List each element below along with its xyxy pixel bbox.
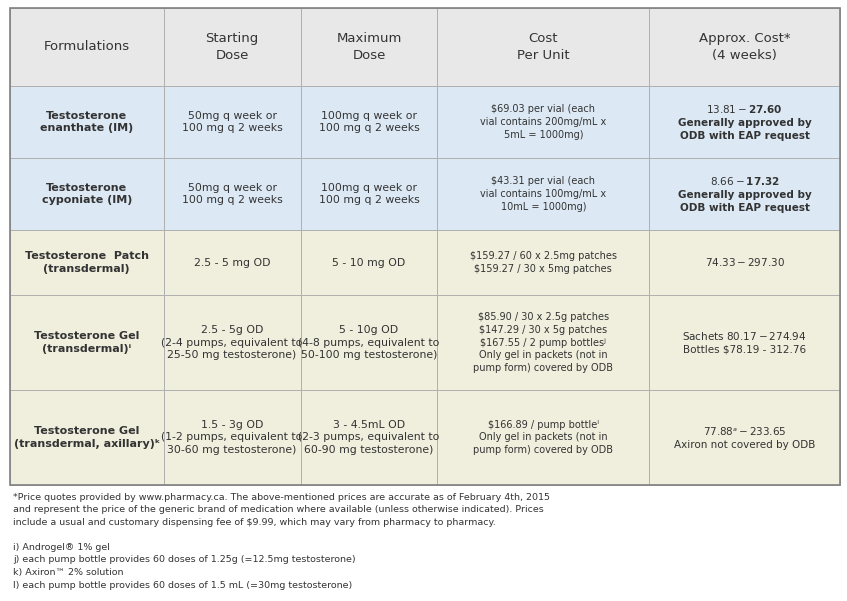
Text: 100mg q week or
100 mg q 2 weeks: 100mg q week or 100 mg q 2 weeks: [318, 183, 419, 206]
Text: 5 - 10 mg OD: 5 - 10 mg OD: [332, 257, 406, 267]
Bar: [649, 230, 840, 295]
Bar: [163, 86, 301, 158]
Bar: [163, 8, 301, 86]
Text: Testosterone
enanthate (IM): Testosterone enanthate (IM): [40, 111, 133, 133]
Text: $159.27 / 60 x 2.5mg patches
$159.27 / 30 x 5mg patches: $159.27 / 60 x 2.5mg patches $159.27 / 3…: [470, 251, 617, 274]
Text: $69.03 per vial (each
vial contains 200mg/mL x
5mL = 1000mg): $69.03 per vial (each vial contains 200m…: [480, 104, 606, 140]
Bar: [437, 390, 649, 485]
Text: 2.5 - 5g OD
(2-4 pumps, equivalent to
25-50 mg testosterone): 2.5 - 5g OD (2-4 pumps, equivalent to 25…: [161, 325, 302, 361]
Bar: [649, 8, 840, 86]
Bar: [10, 295, 163, 390]
Bar: [163, 390, 301, 485]
Bar: [301, 86, 437, 158]
Text: Testosterone
cyponiate (IM): Testosterone cyponiate (IM): [42, 183, 132, 206]
Text: $77.88ᵃ - $233.65
Axiron not covered by ODB: $77.88ᵃ - $233.65 Axiron not covered by …: [674, 425, 815, 450]
Text: $43.31 per vial (each
vial contains 100mg/mL x
10mL = 1000mg): $43.31 per vial (each vial contains 100m…: [480, 176, 606, 212]
Text: 1.5 - 3g OD
(1-2 pumps, equivalent to
30-60 mg testosterone): 1.5 - 3g OD (1-2 pumps, equivalent to 30…: [161, 419, 302, 456]
Bar: [437, 295, 649, 390]
Bar: [301, 230, 437, 295]
Bar: [10, 390, 163, 485]
Text: $13.81 - $27.60
Generally approved by
ODB with EAP request: $13.81 - $27.60 Generally approved by OD…: [678, 103, 811, 141]
Text: Testosterone Gel
(transdermal)ⁱ: Testosterone Gel (transdermal)ⁱ: [34, 331, 140, 354]
Bar: [301, 8, 437, 86]
Bar: [301, 158, 437, 230]
Bar: [10, 86, 163, 158]
Text: 3 - 4.5mL OD
(2-3 pumps, equivalent to
60-90 mg testosterone): 3 - 4.5mL OD (2-3 pumps, equivalent to 6…: [298, 419, 440, 456]
Bar: [163, 295, 301, 390]
Bar: [10, 158, 163, 230]
Text: Testosterone  Patch
(transdermal): Testosterone Patch (transdermal): [25, 251, 149, 274]
Text: 100mg q week or
100 mg q 2 weeks: 100mg q week or 100 mg q 2 weeks: [318, 111, 419, 133]
Bar: [437, 158, 649, 230]
Text: Approx. Cost*
(4 weeks): Approx. Cost* (4 weeks): [699, 32, 790, 62]
Text: 50mg q week or
100 mg q 2 weeks: 50mg q week or 100 mg q 2 weeks: [181, 111, 282, 133]
Text: Cost
Per Unit: Cost Per Unit: [517, 32, 569, 62]
Text: *Price quotes provided by www.pharmacy.ca. The above-mentioned prices are accura: *Price quotes provided by www.pharmacy.c…: [13, 493, 550, 590]
Bar: [10, 8, 163, 86]
Text: $85.90 / 30 x 2.5g patches
$147.29 / 30 x 5g patches
$167.55 / 2 pump bottlesʲ
O: $85.90 / 30 x 2.5g patches $147.29 / 30 …: [473, 312, 613, 373]
Bar: [437, 86, 649, 158]
Text: Maximum
Dose: Maximum Dose: [336, 32, 401, 62]
Bar: [649, 158, 840, 230]
Text: 50mg q week or
100 mg q 2 weeks: 50mg q week or 100 mg q 2 weeks: [181, 183, 282, 206]
Text: Sachets $80.17 - $274.94
Bottles $78.19 - 312.76: Sachets $80.17 - $274.94 Bottles $78.19 …: [683, 330, 807, 355]
Text: $74.33 - $297.30: $74.33 - $297.30: [705, 257, 784, 269]
Bar: [10, 8, 840, 485]
Bar: [437, 8, 649, 86]
Text: $8.66- $17.32
Generally approved by
ODB with EAP request: $8.66- $17.32 Generally approved by ODB …: [678, 175, 811, 213]
Bar: [163, 158, 301, 230]
Bar: [649, 86, 840, 158]
Bar: [437, 230, 649, 295]
Bar: [649, 295, 840, 390]
Bar: [10, 230, 163, 295]
Text: $166.89 / pump bottleˡ
Only gel in packets (not in
pump form) covered by ODB: $166.89 / pump bottleˡ Only gel in packe…: [473, 419, 613, 456]
Text: Formulations: Formulations: [44, 40, 130, 53]
Text: 5 - 10g OD
(4-8 pumps, equivalent to
50-100 mg testosterone): 5 - 10g OD (4-8 pumps, equivalent to 50-…: [298, 325, 440, 361]
Bar: [163, 230, 301, 295]
Bar: [301, 295, 437, 390]
Text: Testosterone Gel
(transdermal, axillary)ᵏ: Testosterone Gel (transdermal, axillary)…: [14, 426, 160, 449]
Text: 2.5 - 5 mg OD: 2.5 - 5 mg OD: [194, 257, 270, 267]
Bar: [301, 390, 437, 485]
Bar: [649, 390, 840, 485]
Text: Starting
Dose: Starting Dose: [206, 32, 258, 62]
